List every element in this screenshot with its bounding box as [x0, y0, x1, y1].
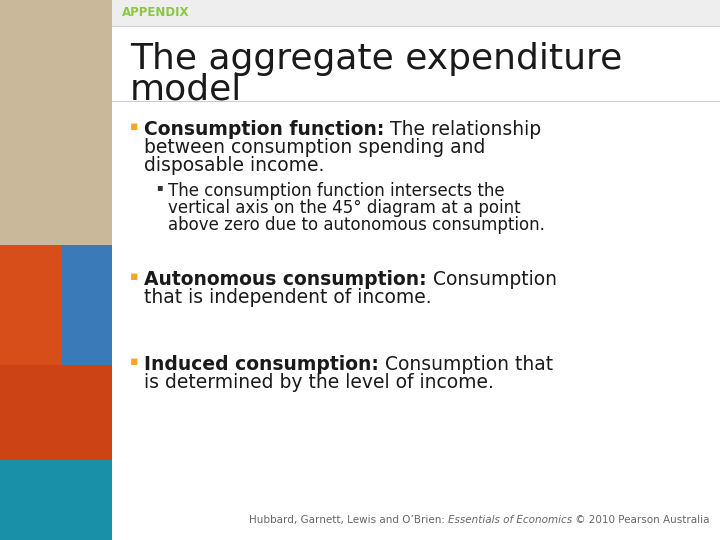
Text: Induced consumption:: Induced consumption: — [144, 355, 379, 374]
Bar — [0, 0, 112, 245]
Text: APPENDIX: APPENDIX — [122, 6, 189, 19]
Bar — [0, 245, 62, 365]
Bar — [0, 365, 112, 460]
Text: is determined by the level of income.: is determined by the level of income. — [144, 373, 494, 392]
Text: Consumption: Consumption — [427, 270, 557, 289]
Text: Essentials of Economics: Essentials of Economics — [449, 515, 572, 525]
Text: Consumption function:: Consumption function: — [144, 120, 384, 139]
Text: The consumption function intersects the: The consumption function intersects the — [168, 182, 505, 200]
Text: between consumption spending and: between consumption spending and — [144, 138, 485, 157]
Text: Hubbard, Garnett, Lewis and O’Brien:: Hubbard, Garnett, Lewis and O’Brien: — [249, 515, 449, 525]
Bar — [0, 245, 112, 365]
Text: Consumption that: Consumption that — [379, 355, 553, 374]
Text: that is independent of income.: that is independent of income. — [144, 288, 431, 307]
Text: © 2010 Pearson Australia: © 2010 Pearson Australia — [572, 515, 710, 525]
Bar — [112, 0, 720, 540]
Bar — [112, 101, 720, 102]
Text: vertical axis on the 45° diagram at a point: vertical axis on the 45° diagram at a po… — [168, 199, 521, 217]
Text: ▪: ▪ — [156, 182, 163, 192]
Bar — [112, 26, 720, 27]
Bar — [0, 460, 112, 540]
Text: The aggregate expenditure: The aggregate expenditure — [130, 42, 622, 76]
Text: Autonomous consumption:: Autonomous consumption: — [144, 270, 427, 289]
Bar — [112, 0, 720, 26]
Text: ▪: ▪ — [130, 355, 138, 368]
Text: ▪: ▪ — [130, 120, 138, 133]
Text: The relationship: The relationship — [384, 120, 541, 139]
Text: disposable income.: disposable income. — [144, 156, 325, 175]
Text: above zero due to autonomous consumption.: above zero due to autonomous consumption… — [168, 216, 545, 234]
Text: ▪: ▪ — [130, 270, 138, 283]
Text: model: model — [130, 73, 242, 107]
